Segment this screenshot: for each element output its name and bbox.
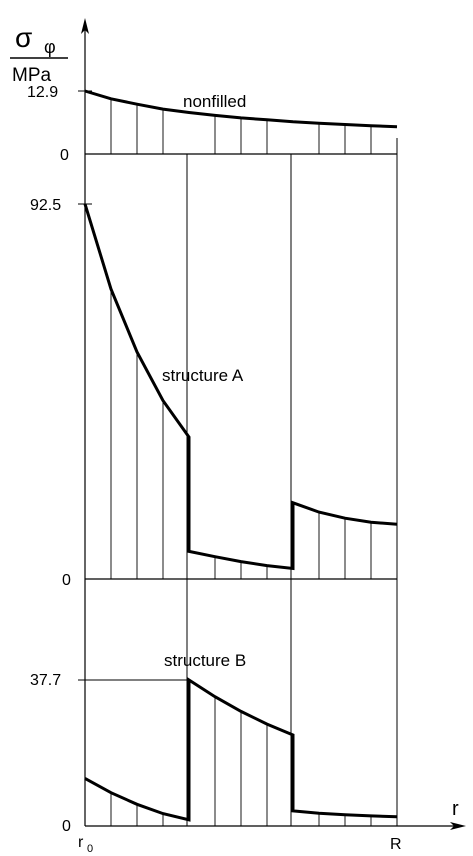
y-label-unit: MPa <box>12 65 52 86</box>
structure-a-max-label: 92.5 <box>30 197 61 214</box>
structure-a-stress-curve <box>83 203 398 571</box>
structure-b-zero-label: 0 <box>62 818 71 835</box>
plot-layer <box>78 89 398 826</box>
x-start-label: r <box>78 834 84 851</box>
panel-nonfilled-labels: 12.9 0 nonfilled <box>27 84 246 164</box>
y-label-subscript: φ <box>44 37 56 57</box>
x-axis-label: r <box>452 798 459 820</box>
nonfilled-stress-curve <box>84 89 398 129</box>
structure-a-zero-label: 0 <box>62 572 71 589</box>
panel-structure-b-labels: 37.7 0 structure B <box>30 651 246 835</box>
y-axis-label: σ φ MPa <box>10 22 68 86</box>
y-axis-arrow <box>81 18 89 34</box>
x-end-label: R <box>390 836 402 853</box>
structure-a-title: structure A <box>162 366 244 385</box>
x-start-subscript: 0 <box>87 843 93 855</box>
y-label-symbol: σ <box>15 22 32 53</box>
structure-b-title: structure B <box>164 651 246 670</box>
nonfilled-max-label: 12.9 <box>27 84 58 101</box>
nonfilled-title: nonfilled <box>183 92 246 111</box>
nonfilled-zero-label: 0 <box>60 147 69 164</box>
panel-structure-a-labels: 92.5 0 structure A <box>30 197 244 589</box>
structure-b-stress-curve <box>84 677 398 822</box>
structure-b-max-label: 37.7 <box>30 672 61 689</box>
x-axis-arrow <box>450 822 466 830</box>
